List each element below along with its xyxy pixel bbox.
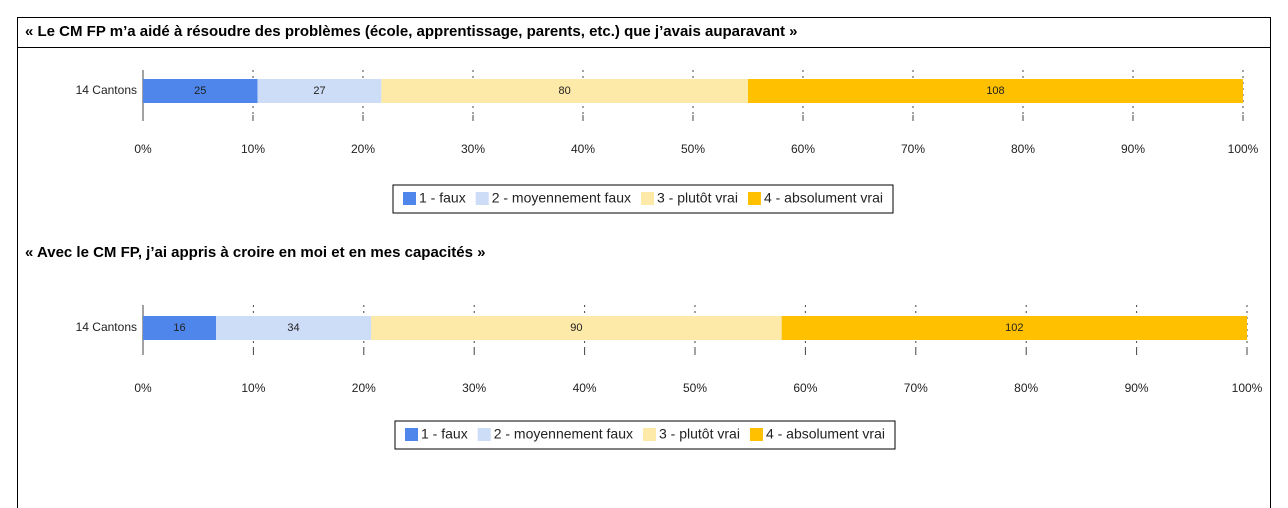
data-label: 108 [986,85,1004,97]
x-tick-label: 0% [134,381,152,395]
legend-label: 2 - moyennement faux [492,190,631,206]
legend-label: 1 - faux [421,426,468,442]
data-label: 102 [1005,322,1023,334]
chart-title: « Avec le CM FP, j’ai appris à croire en… [25,244,486,261]
x-tick-label: 90% [1125,381,1149,395]
data-label: 34 [287,322,299,334]
x-tick-label: 10% [241,142,265,156]
bar-segment [748,79,1243,103]
category-label: 14 Cantons [76,83,137,97]
legend-swatch [405,428,418,441]
data-label: 80 [559,85,571,97]
bar-segment [781,316,1247,340]
x-tick-label: 20% [352,381,376,395]
bar-segment [381,79,748,103]
x-tick-label: 50% [681,142,705,156]
legend-swatch [643,428,656,441]
x-tick-label: 50% [683,381,707,395]
legend-label: 3 - plutôt vrai [657,190,738,206]
x-tick-label: 70% [904,381,928,395]
data-label: 27 [313,85,325,97]
bar-segment [371,316,782,340]
legend-label: 2 - moyennement faux [494,426,633,442]
x-tick-label: 100% [1228,142,1259,156]
legend-swatch [477,428,491,441]
x-tick-label: 100% [1232,381,1263,395]
legend-swatch [641,192,654,205]
bar-segment [215,316,372,340]
legend-label: 1 - faux [419,190,466,206]
legend-swatch [475,192,489,205]
legend-label: 4 - absolument vrai [766,426,885,442]
category-label: 14 Cantons [76,320,137,334]
legend-swatch [749,428,763,441]
bar-segment [143,316,216,340]
x-tick-label: 60% [793,381,817,395]
legend-label: 3 - plutôt vrai [659,426,740,442]
legend-swatch [747,192,761,205]
chart-title: « Le CM FP m’a aidé à résoudre des probl… [25,23,798,40]
x-tick-label: 90% [1121,142,1145,156]
frame [17,17,1271,508]
x-tick-label: 30% [461,142,485,156]
x-tick-label: 60% [791,142,815,156]
data-label: 25 [194,85,206,97]
x-tick-label: 80% [1011,142,1035,156]
x-tick-label: 20% [351,142,375,156]
legend-label: 4 - absolument vrai [764,190,883,206]
bar-segment [143,79,258,103]
x-tick-label: 30% [462,381,486,395]
x-tick-label: 40% [573,381,597,395]
data-label: 90 [570,322,582,334]
x-tick-label: 70% [901,142,925,156]
x-tick-label: 10% [241,381,265,395]
legend-swatch [403,192,416,205]
x-tick-label: 80% [1014,381,1038,395]
data-label: 16 [173,322,185,334]
bar-segment [257,79,382,103]
x-tick-label: 40% [571,142,595,156]
x-tick-label: 0% [134,142,152,156]
